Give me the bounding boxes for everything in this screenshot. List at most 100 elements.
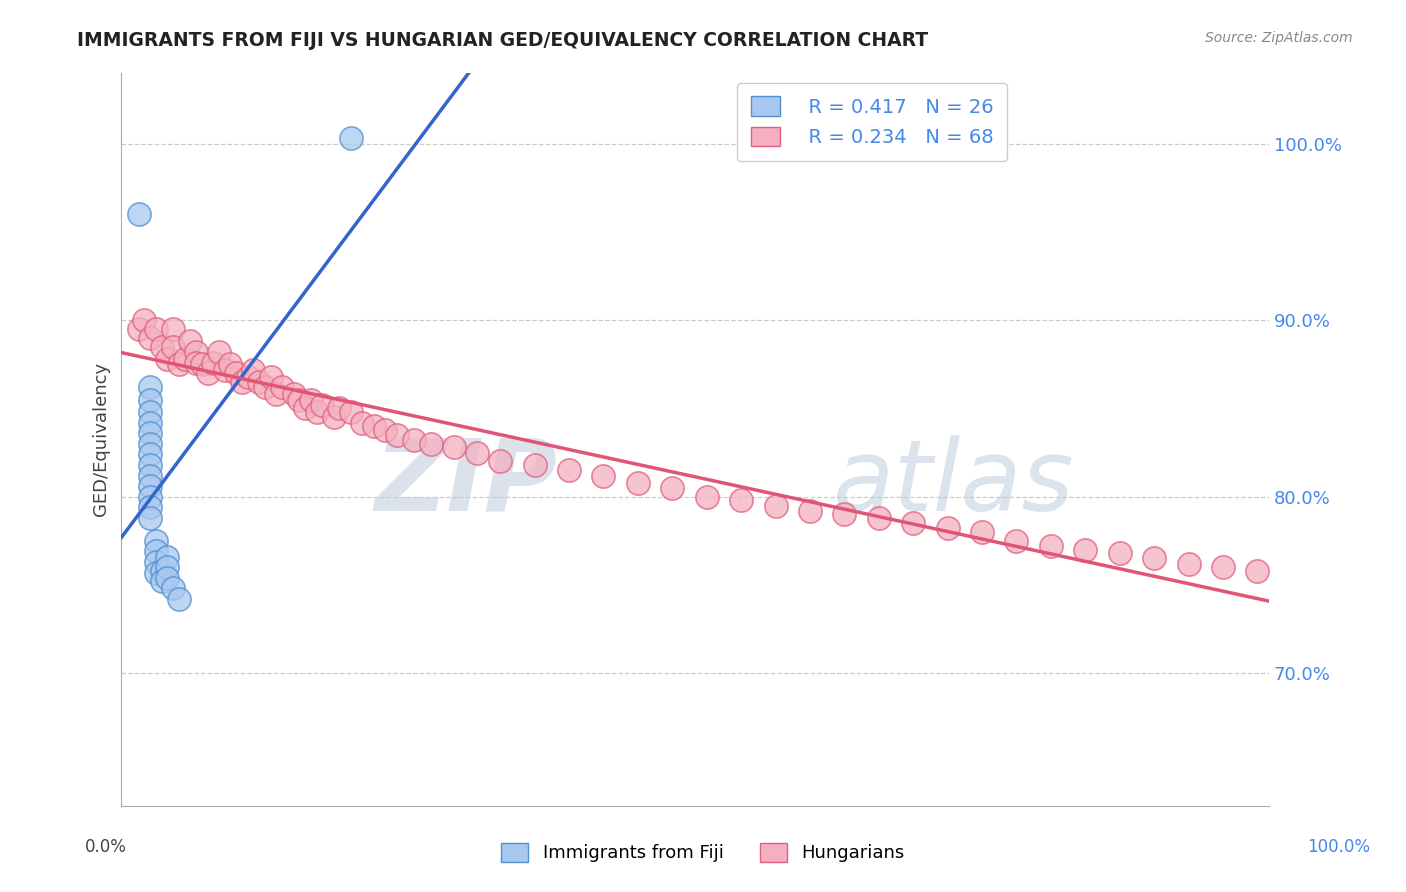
Point	[299, 392, 322, 407]
Point	[374, 423, 396, 437]
Point	[420, 436, 443, 450]
Point	[179, 334, 201, 349]
Point	[352, 416, 374, 430]
Point	[465, 445, 488, 459]
Point	[139, 436, 162, 450]
Point	[730, 493, 752, 508]
Point	[696, 490, 718, 504]
Point	[1143, 551, 1166, 566]
Point	[558, 463, 581, 477]
Point	[134, 313, 156, 327]
Point	[139, 500, 162, 515]
Point	[311, 398, 333, 412]
Point	[184, 355, 207, 369]
Point	[592, 468, 614, 483]
Point	[627, 475, 650, 490]
Text: 0.0%: 0.0%	[84, 838, 127, 855]
Point	[402, 433, 425, 447]
Point	[1039, 539, 1062, 553]
Point	[219, 357, 242, 371]
Text: atlas: atlas	[832, 434, 1074, 532]
Point	[139, 479, 162, 493]
Point	[162, 322, 184, 336]
Point	[139, 331, 162, 345]
Point	[266, 387, 288, 401]
Text: 100.0%: 100.0%	[1308, 838, 1369, 855]
Point	[305, 405, 328, 419]
Point	[139, 511, 162, 525]
Point	[214, 362, 236, 376]
Point	[242, 362, 264, 376]
Point	[156, 351, 179, 366]
Point	[489, 454, 512, 468]
Point	[150, 564, 173, 578]
Point	[139, 426, 162, 441]
Point	[208, 345, 231, 359]
Point	[139, 447, 162, 461]
Y-axis label: GED/Equivalency: GED/Equivalency	[93, 362, 110, 516]
Point	[139, 392, 162, 407]
Point	[661, 481, 683, 495]
Point	[385, 428, 408, 442]
Point	[139, 458, 162, 472]
Point	[191, 357, 214, 371]
Text: Source: ZipAtlas.com: Source: ZipAtlas.com	[1205, 31, 1353, 45]
Point	[271, 380, 294, 394]
Point	[145, 566, 167, 580]
Point	[139, 416, 162, 430]
Point	[139, 380, 162, 394]
Point	[259, 369, 281, 384]
Point	[156, 560, 179, 574]
Point	[156, 571, 179, 585]
Point	[225, 366, 247, 380]
Point	[765, 499, 787, 513]
Point	[139, 468, 162, 483]
Point	[294, 401, 316, 416]
Point	[1212, 560, 1234, 574]
Point	[167, 592, 190, 607]
Point	[328, 401, 350, 416]
Point	[363, 419, 385, 434]
Point	[167, 357, 190, 371]
Point	[162, 582, 184, 596]
Point	[903, 516, 925, 531]
Text: ZIP: ZIP	[374, 434, 558, 532]
Point	[231, 375, 253, 389]
Point	[197, 366, 219, 380]
Point	[145, 555, 167, 569]
Point	[128, 322, 150, 336]
Point	[128, 207, 150, 221]
Point	[340, 405, 363, 419]
Point	[340, 131, 363, 145]
Point	[139, 405, 162, 419]
Legend:   R = 0.417   N = 26,   R = 0.234   N = 68: R = 0.417 N = 26, R = 0.234 N = 68	[737, 83, 1007, 161]
Point	[253, 380, 276, 394]
Point	[834, 508, 856, 522]
Point	[288, 392, 311, 407]
Point	[162, 340, 184, 354]
Point	[184, 345, 207, 359]
Point	[202, 355, 225, 369]
Text: IMMIGRANTS FROM FIJI VS HUNGARIAN GED/EQUIVALENCY CORRELATION CHART: IMMIGRANTS FROM FIJI VS HUNGARIAN GED/EQ…	[77, 31, 928, 50]
Point	[1108, 546, 1130, 560]
Point	[1177, 557, 1199, 571]
Point	[145, 544, 167, 558]
Legend: Immigrants from Fiji, Hungarians: Immigrants from Fiji, Hungarians	[494, 836, 912, 870]
Point	[145, 533, 167, 548]
Point	[156, 549, 179, 564]
Point	[150, 340, 173, 354]
Point	[283, 387, 305, 401]
Point	[247, 375, 270, 389]
Point	[173, 351, 195, 366]
Point	[936, 521, 959, 535]
Point	[443, 440, 465, 454]
Point	[523, 458, 546, 472]
Point	[236, 369, 259, 384]
Point	[1246, 564, 1268, 578]
Point	[150, 574, 173, 589]
Point	[970, 524, 993, 539]
Point	[139, 490, 162, 504]
Point	[1005, 533, 1028, 548]
Point	[1074, 542, 1097, 557]
Point	[868, 511, 890, 525]
